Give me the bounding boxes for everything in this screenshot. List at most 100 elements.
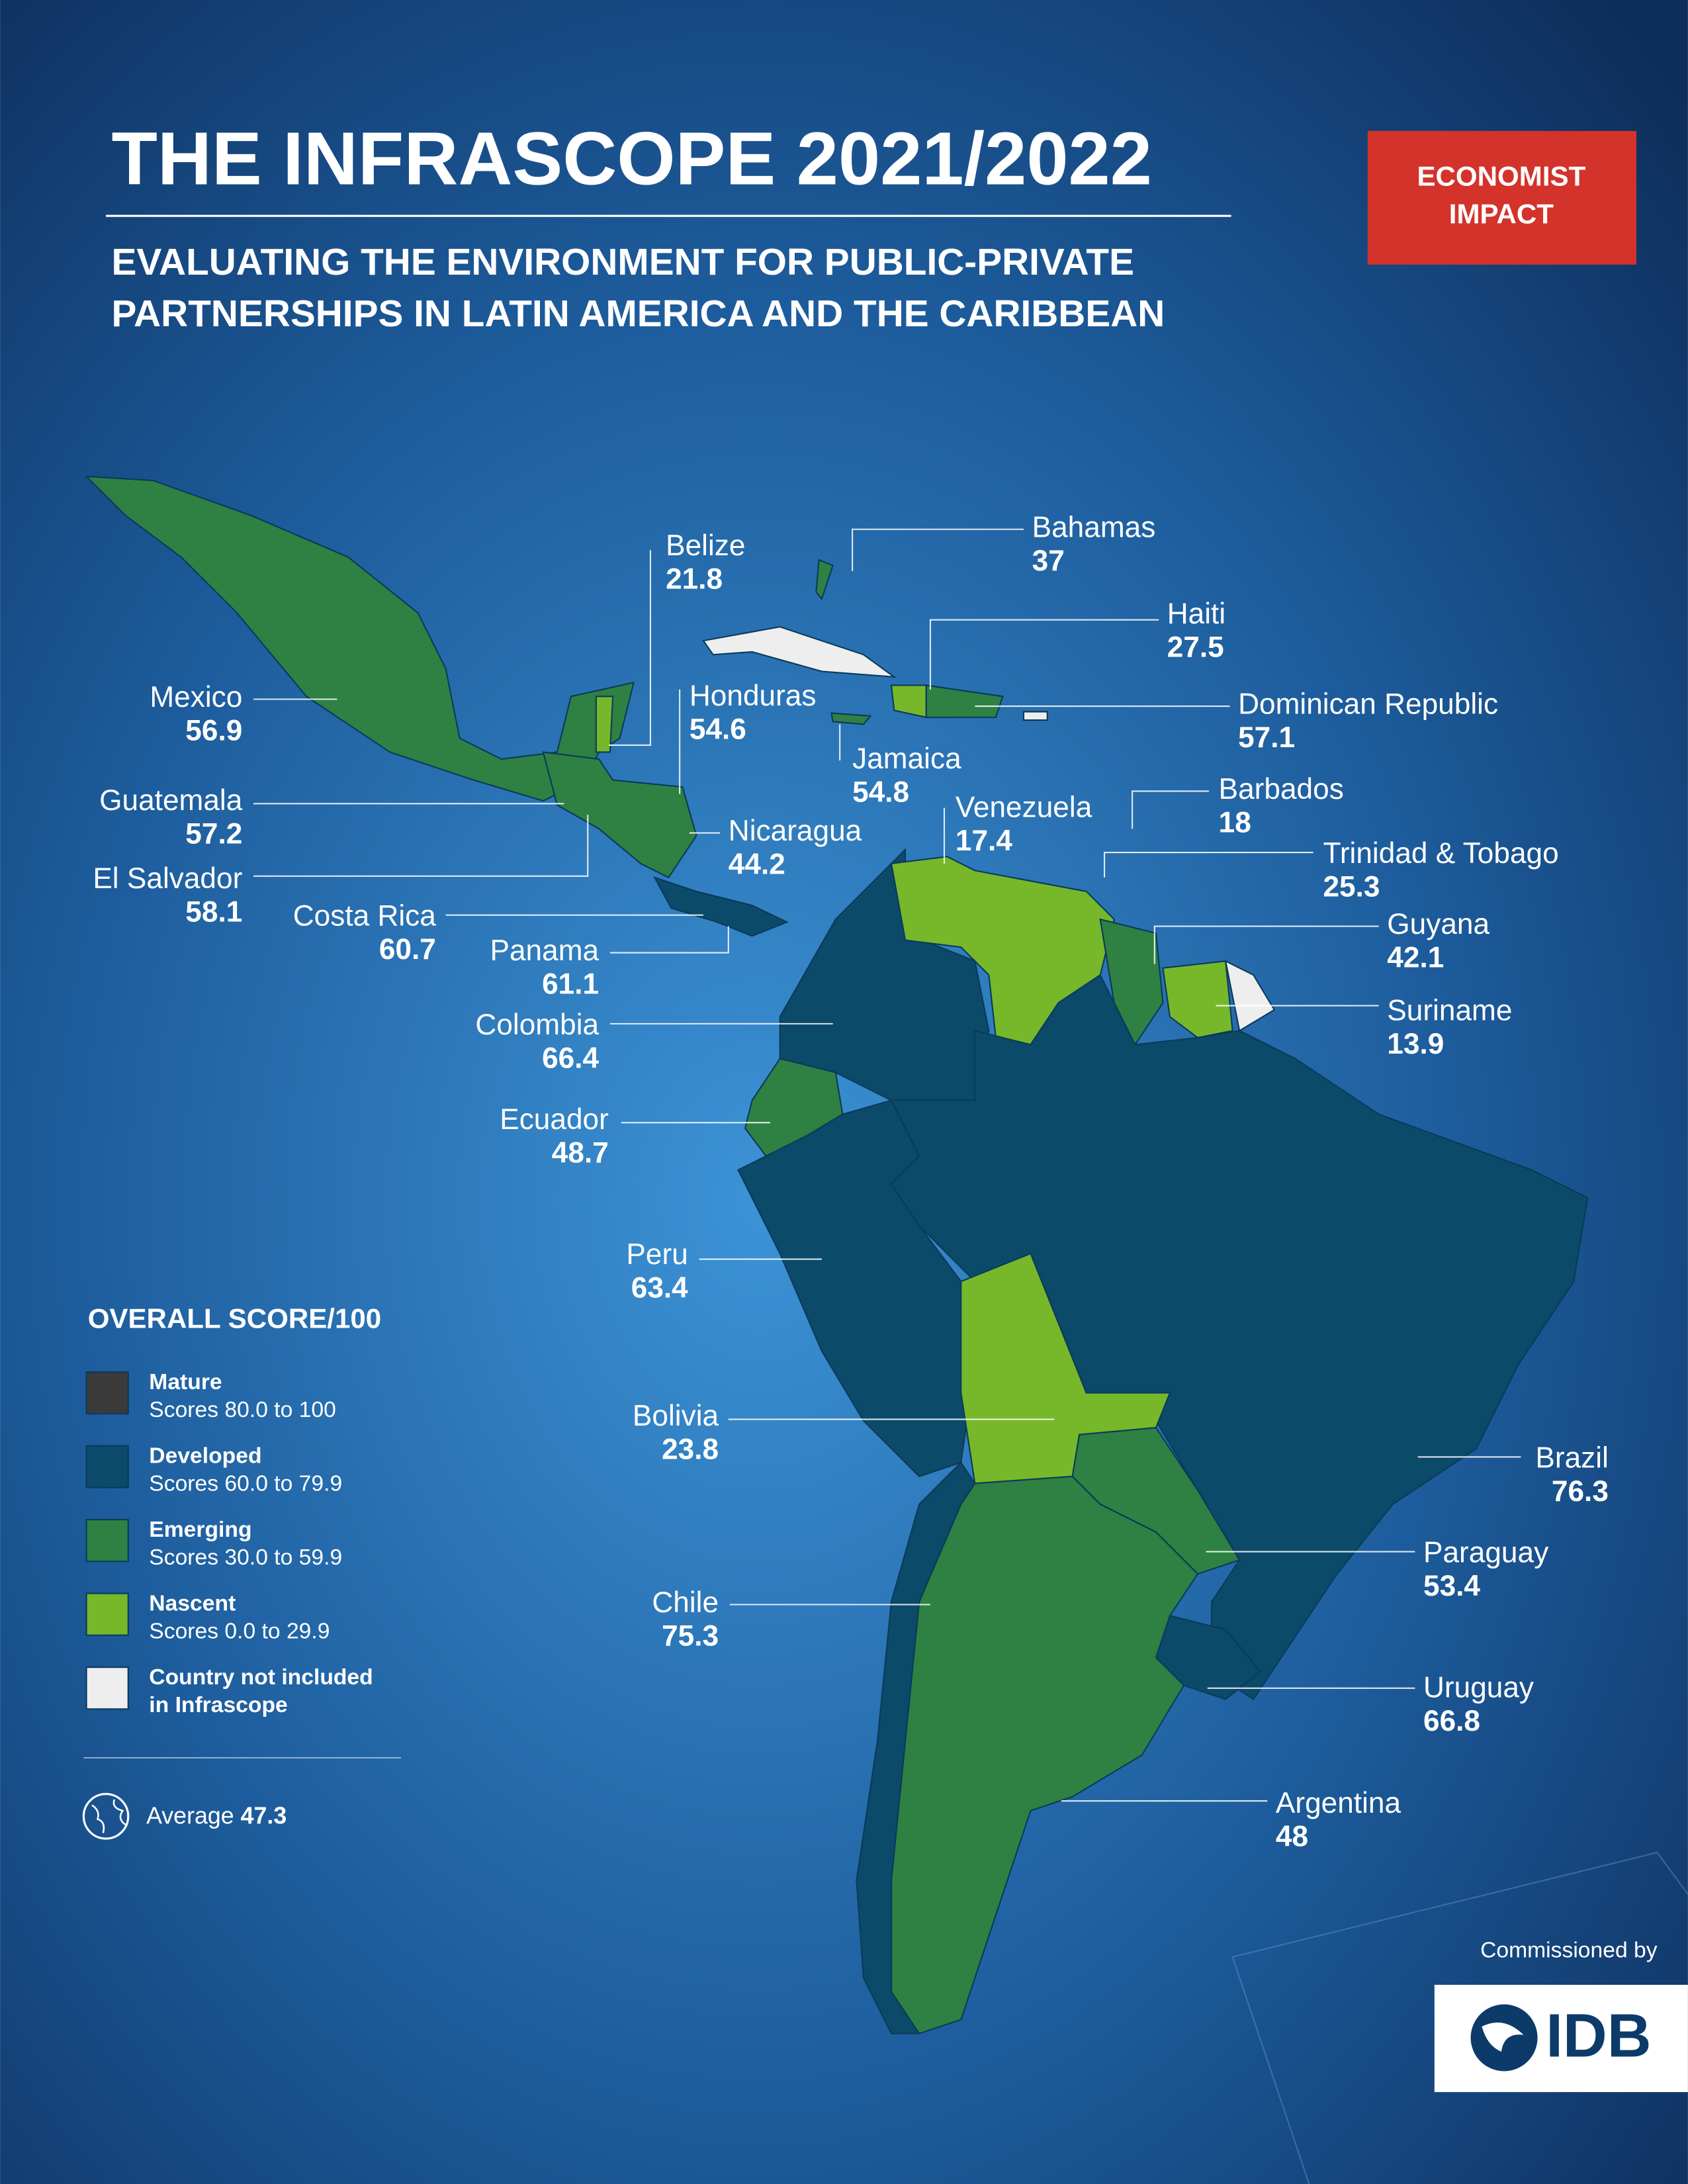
- country-shape: [542, 751, 697, 879]
- subtitle: EVALUATING THE ENVIRONMENT FOR PUBLIC-PR…: [111, 242, 1134, 283]
- country-score: 66.4: [542, 1042, 599, 1074]
- country-score: 54.8: [852, 776, 909, 808]
- country-name: Argentina: [1276, 1787, 1401, 1819]
- country-name: Uruguay: [1423, 1672, 1534, 1704]
- logo-text: IDB: [1546, 2001, 1651, 2070]
- legend-title: OVERALL SCORE/100: [88, 1302, 382, 1334]
- country-name: Guatemala: [99, 784, 243, 817]
- country-score: 56.9: [185, 715, 242, 747]
- leader-line: [1132, 790, 1209, 829]
- country-shape: [1022, 711, 1048, 721]
- country-name: Belize: [666, 529, 745, 562]
- country-name: Chile: [652, 1586, 719, 1619]
- country-shape: [1224, 960, 1276, 1032]
- country-name: Panama: [490, 934, 599, 967]
- country-score: 48.7: [552, 1136, 609, 1169]
- country-name: Mexico: [150, 681, 242, 713]
- legend-label: Developed: [149, 1443, 261, 1468]
- country-score: 48: [1276, 1821, 1308, 1853]
- country-score: 63.4: [631, 1272, 688, 1304]
- country-score: 27.5: [1167, 631, 1224, 663]
- title: THE INFRASCOPE 2021/2022: [111, 116, 1151, 201]
- legend-range: Scores 0.0 to 29.9: [149, 1619, 330, 1643]
- average-label: Average: [146, 1803, 234, 1829]
- country-score: 17.4: [955, 825, 1012, 857]
- country-score: 60.7: [379, 933, 436, 966]
- legend-swatch: [85, 1371, 129, 1415]
- country-name: Trinidad & Tobago: [1323, 837, 1558, 870]
- legend-label: Emerging: [149, 1518, 251, 1542]
- country-score: 25.3: [1323, 870, 1380, 903]
- country-name: Dominican Republic: [1238, 688, 1498, 721]
- country-shape: [84, 475, 635, 802]
- country-shape: [890, 684, 927, 719]
- country-shape: [830, 712, 872, 725]
- legend-label: Mature: [149, 1370, 222, 1394]
- legend-range: Scores 80.0 to 100: [149, 1398, 336, 1422]
- country-name: Bolivia: [633, 1400, 719, 1432]
- country-score: 75.3: [662, 1620, 719, 1653]
- country-shape: [653, 876, 789, 937]
- country-score: 58.1: [185, 895, 242, 928]
- logo-mark: [1482, 2023, 1524, 2052]
- leader-line: [253, 815, 589, 877]
- country-shape: [856, 1461, 976, 2034]
- country-score: 21.8: [666, 563, 723, 595]
- country-shape: [702, 625, 897, 678]
- leader-line: [609, 926, 729, 954]
- country-name: Costa Rica: [293, 900, 437, 933]
- country-name: Peru: [626, 1238, 688, 1271]
- leader-line: [929, 619, 1159, 690]
- legend-label: Country not included: [149, 1665, 373, 1690]
- country-name: Venezuela: [955, 791, 1092, 823]
- country-name: Guyana: [1387, 908, 1489, 940]
- badge-text: IMPACT: [1449, 198, 1554, 229]
- country-score: 18: [1219, 807, 1251, 839]
- country-score: 66.8: [1423, 1705, 1480, 1737]
- legend-swatch: [85, 1445, 129, 1488]
- country-score: 76.3: [1552, 1475, 1609, 1508]
- globe-icon: [82, 1793, 130, 1840]
- legend-range: Scores 30.0 to 59.9: [149, 1545, 342, 1570]
- country-name: El Salvador: [93, 862, 242, 895]
- country-score: 54.6: [689, 713, 746, 746]
- country-score: 57.1: [1238, 721, 1295, 754]
- country-score: 23.8: [662, 1433, 719, 1466]
- country-name: Honduras: [689, 680, 817, 712]
- badge-text: ECONOMIST: [1417, 161, 1585, 192]
- leader-line: [852, 528, 1024, 571]
- commissioned-by: Commissioned by: [1480, 1938, 1658, 1962]
- legend-range: Scores 60.0 to 79.9: [149, 1471, 342, 1496]
- legend: Mature Scores 80.0 to 100 Developed Scores …: [85, 1370, 373, 1717]
- legend-range: in Infrascope: [149, 1693, 287, 1717]
- country-name: Nicaragua: [729, 815, 862, 847]
- legend-swatch: [85, 1519, 129, 1563]
- country-score: 13.9: [1387, 1028, 1444, 1060]
- average-value: 47.3: [241, 1803, 287, 1829]
- country-score: 57.2: [185, 817, 242, 850]
- country-name: Jamaica: [852, 743, 961, 775]
- subtitle: PARTNERSHIPS IN LATIN AMERICA AND THE CA…: [111, 293, 1165, 335]
- map: [84, 475, 1589, 2034]
- country-shape: [890, 974, 1589, 1701]
- country-score: 37: [1032, 545, 1065, 577]
- decoration: [1231, 1851, 1688, 2184]
- country-name: Barbados: [1219, 773, 1344, 805]
- legend-label: Nascent: [149, 1591, 236, 1615]
- country-shape: [815, 559, 834, 601]
- legend-swatch: [85, 1592, 129, 1636]
- country-shape: [595, 696, 614, 753]
- country-score: 44.2: [729, 848, 785, 881]
- leader-line: [1153, 925, 1379, 964]
- country-score: 42.1: [1387, 942, 1444, 974]
- country-name: Haiti: [1167, 598, 1225, 630]
- leader-line: [1104, 851, 1313, 878]
- average: Average 47.3: [146, 1803, 287, 1829]
- country-name: Brazil: [1535, 1441, 1609, 1474]
- country-name: Suriname: [1387, 995, 1512, 1027]
- country-name: Bahamas: [1032, 511, 1156, 543]
